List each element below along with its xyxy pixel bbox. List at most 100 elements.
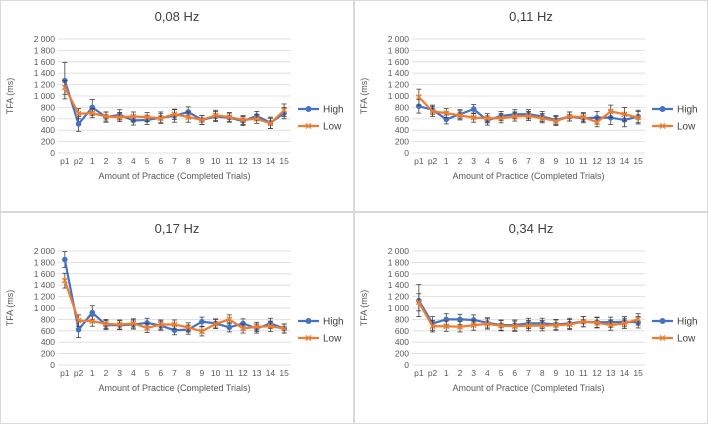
data-point-low (484, 115, 491, 122)
x-tick-label: 2 (458, 368, 463, 378)
x-tick-label: 6 (512, 156, 517, 166)
data-point-low (539, 322, 546, 329)
chart-panel-3: 0,17 Hz 0 200 400 600 800 1 000 1 200 1 400 1 600… (0, 212, 354, 424)
x-tick-label: 2 (104, 368, 109, 378)
y-tick-label: 0 (404, 360, 409, 370)
y-tick-label: 1 000 (34, 303, 56, 313)
data-point-high (457, 316, 463, 323)
x-tick-label: 14 (620, 156, 630, 166)
x-tick-label: 14 (266, 368, 276, 378)
legend-entry-high: High (298, 105, 344, 116)
data-point-low (456, 323, 463, 330)
y-tick-label: 1 200 (34, 292, 56, 302)
data-point-high (62, 256, 68, 263)
x-tick-label: 8 (186, 368, 191, 378)
x-tick-label: 9 (200, 368, 205, 378)
x-tick-label: 8 (186, 156, 191, 166)
x-tick-label: p1 (60, 156, 70, 166)
x-tick-label: 1 (444, 368, 449, 378)
x-tick-label: 9 (200, 156, 205, 166)
x-tick-label: 2 (104, 156, 109, 166)
data-point-low (594, 319, 601, 326)
x-tick-label: 3 (117, 368, 122, 378)
data-point-low (566, 113, 573, 120)
x-tick-label: p2 (428, 156, 438, 166)
x-tick-label: 10 (565, 156, 575, 166)
legend-entry-low: Low (652, 334, 696, 345)
data-point-low (552, 322, 559, 329)
data-point-low (75, 317, 82, 324)
data-point-low (116, 114, 123, 121)
y-tick-label: 1 200 (34, 80, 56, 90)
data-point-low (144, 114, 151, 121)
legend-entry-high: High (298, 317, 344, 328)
x-tick-label: 4 (131, 368, 136, 378)
x-tick-label: p2 (428, 368, 438, 378)
data-point-low (456, 112, 463, 119)
x-tick-label: 4 (485, 156, 490, 166)
x-tick-label: 11 (579, 156, 588, 166)
data-point-low (498, 322, 505, 329)
legend-entry-high: High (652, 105, 698, 116)
data-point-low (511, 323, 518, 330)
data-point-high (226, 324, 233, 331)
x-tick-label: 1 (444, 156, 449, 166)
data-point-low (607, 108, 614, 115)
x-tick-label: 10 (565, 368, 575, 378)
data-point-low (566, 321, 573, 328)
legend-label: Low (677, 334, 696, 345)
y-tick-label: 0 (50, 148, 55, 158)
x-axis-label: Amount of Practice (Completed Trials) (98, 171, 250, 181)
data-point-high (240, 320, 246, 327)
x-tick-label: 12 (592, 156, 602, 166)
y-tick-label: 200 (41, 349, 55, 359)
y-tick-label: 1 800 (388, 257, 410, 267)
y-tick-label: 1 200 (388, 80, 410, 90)
data-point-low (130, 320, 137, 327)
y-tick-label: 2 000 (34, 34, 56, 44)
data-point-low (415, 94, 422, 101)
x-tick-label: 13 (606, 368, 616, 378)
x-tick-label: p2 (74, 368, 84, 378)
x-tick-label: 3 (471, 156, 476, 166)
chart-panel-1: 0,08 Hz 0 200 400 600 800 1 000 1 200 1 400 1 600… (0, 0, 354, 212)
data-point-low (198, 328, 205, 335)
x-tick-label: 9 (554, 156, 559, 166)
x-tick-label: 15 (633, 368, 643, 378)
legend-label: Low (323, 122, 342, 133)
y-tick-label: 1 600 (34, 57, 56, 67)
data-point-low (443, 323, 450, 330)
data-point-high (470, 106, 477, 112)
x-tick-label: 7 (526, 156, 531, 166)
y-tick-label: 1 600 (388, 57, 410, 67)
y-tick-label: 1 400 (34, 68, 56, 78)
x-tick-label: 1 (90, 156, 95, 166)
data-point-low (171, 111, 178, 118)
y-tick-label: 1 800 (34, 45, 56, 55)
x-tick-label: 5 (145, 368, 150, 378)
data-point-low (525, 322, 532, 329)
data-point-low (539, 115, 546, 122)
y-tick-label: 400 (395, 125, 409, 135)
chart-title: 0,08 Hz (155, 9, 200, 24)
x-tick-label: 10 (211, 368, 221, 378)
x-tick-label: 8 (540, 156, 545, 166)
y-tick-label: 1 000 (388, 91, 410, 101)
y-tick-label: 1 800 (388, 45, 410, 55)
x-tick-label: 6 (158, 368, 163, 378)
data-point-high (144, 320, 150, 326)
data-point-low (130, 113, 137, 120)
x-tick-label: 4 (485, 368, 490, 378)
x-tick-label: 13 (252, 368, 262, 378)
data-point-low (635, 316, 642, 323)
data-point-low (484, 320, 491, 327)
y-tick-label: 800 (395, 314, 409, 324)
x-tick-label: 15 (633, 156, 643, 166)
data-point-low (253, 115, 260, 122)
x-tick-label: 11 (225, 368, 234, 378)
data-point-low (498, 115, 505, 122)
x-tick-label: 11 (225, 156, 234, 166)
legend-entry-low: Low (298, 122, 342, 133)
